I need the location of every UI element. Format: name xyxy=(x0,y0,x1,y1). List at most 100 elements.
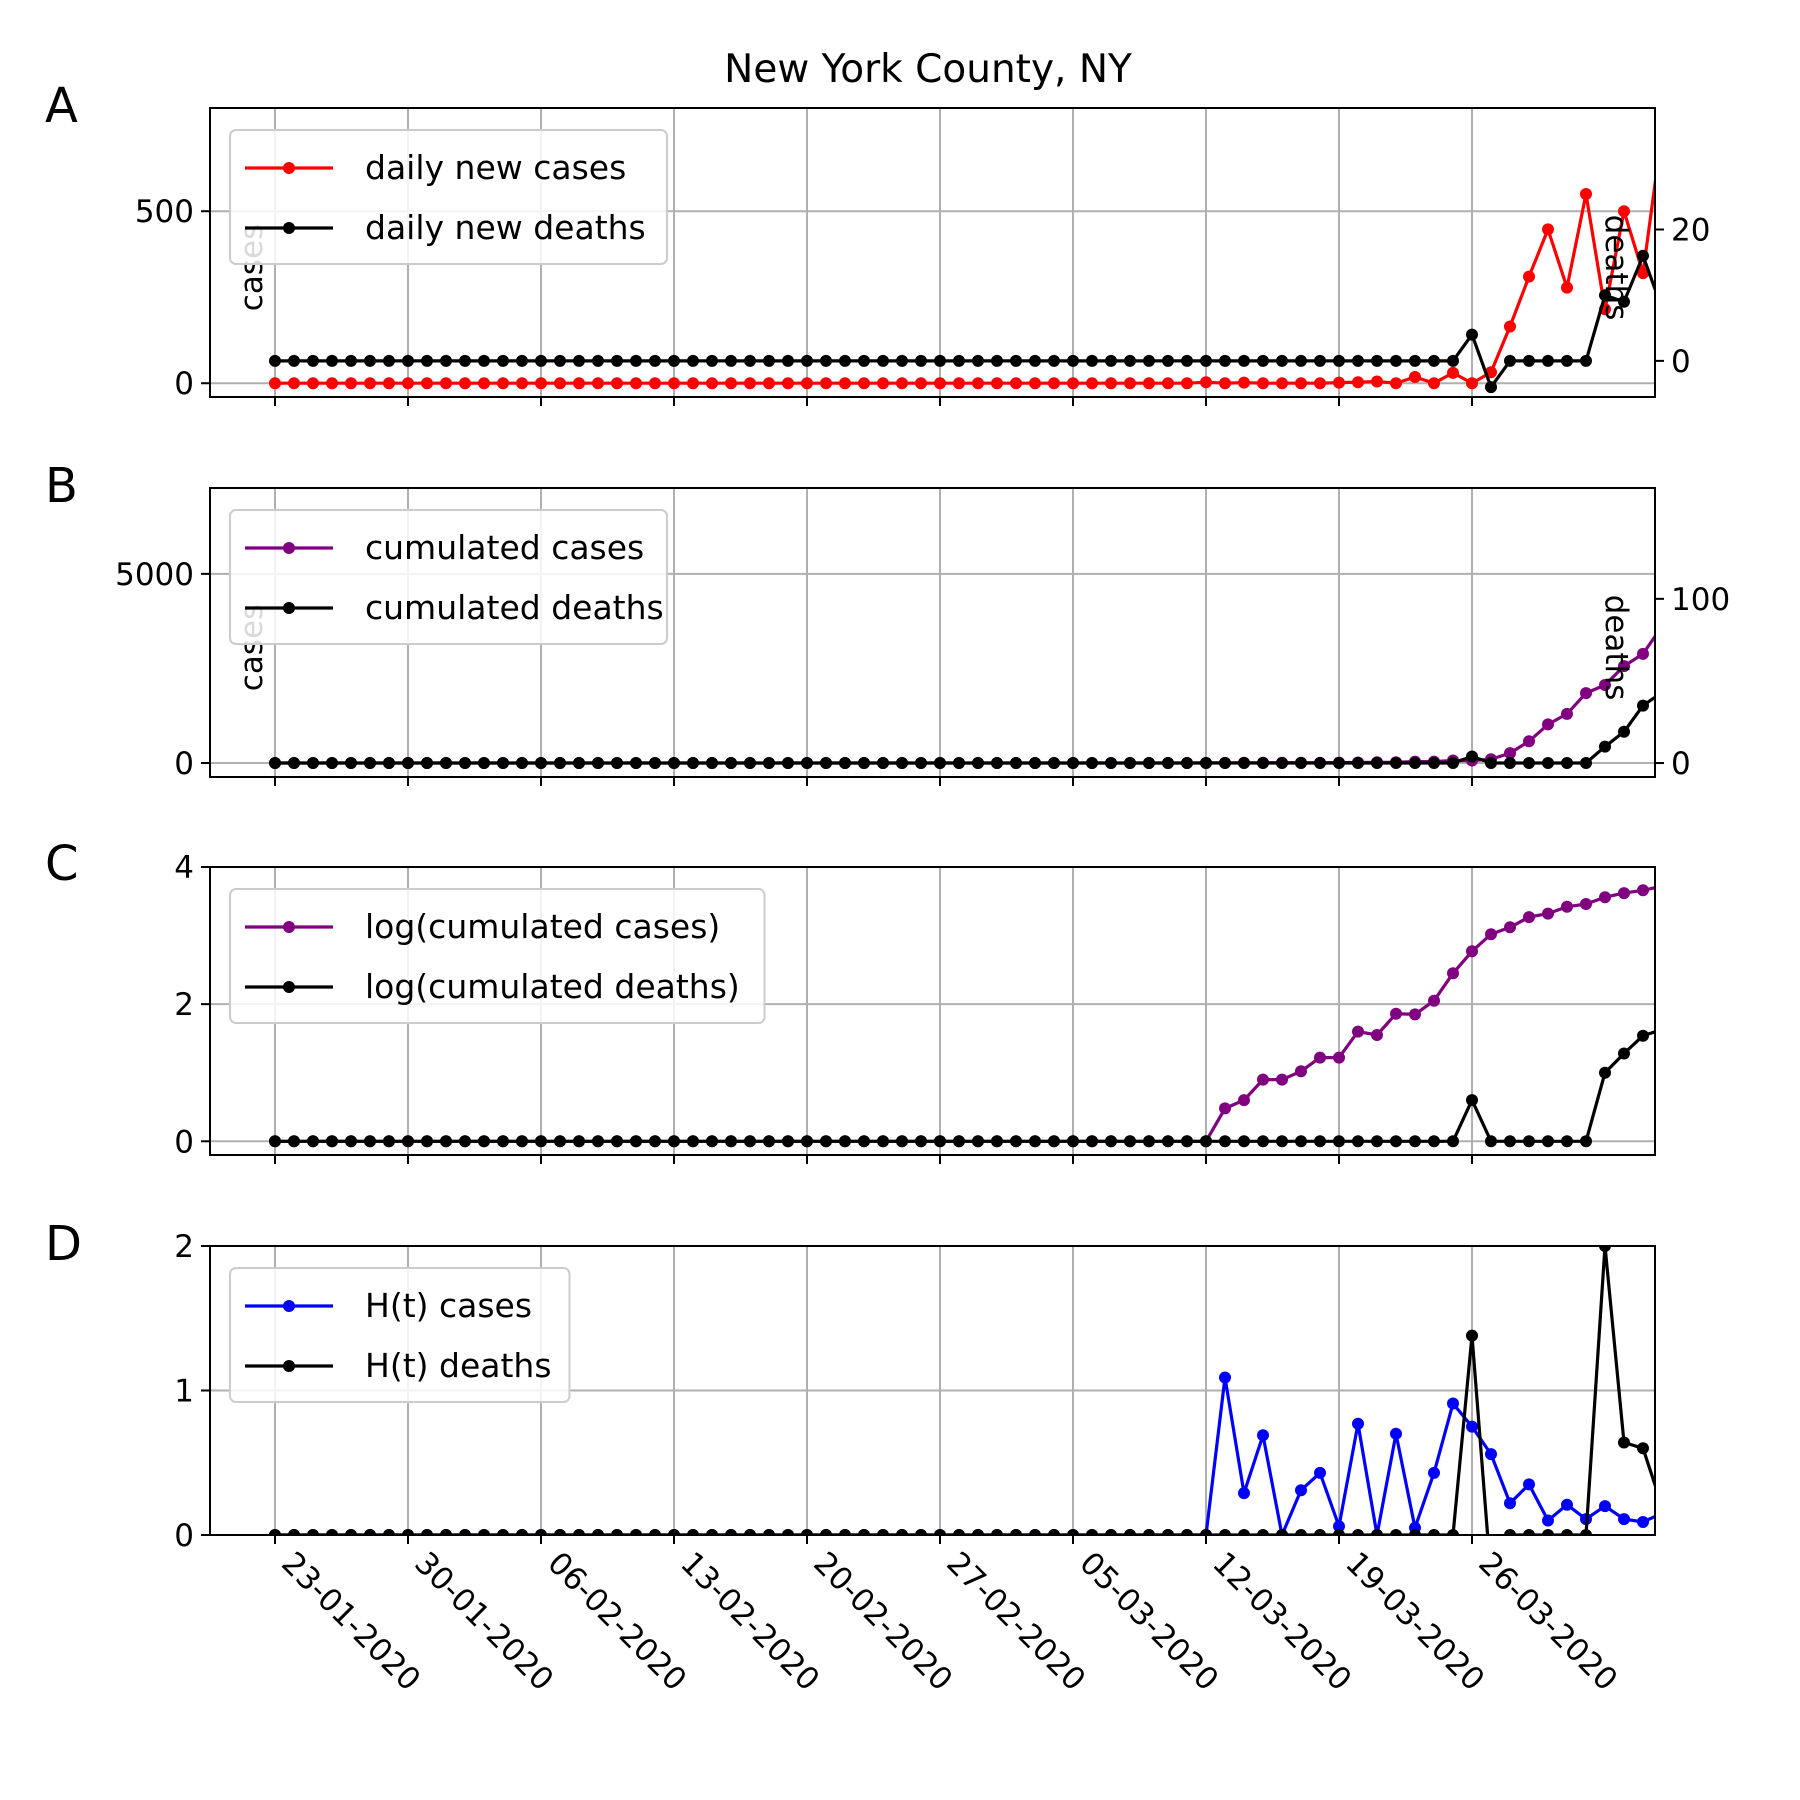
data-point xyxy=(1542,757,1554,769)
data-point xyxy=(383,757,395,769)
data-point xyxy=(1238,1135,1250,1148)
y-right-tick-label: 0 xyxy=(1671,344,1691,380)
data-point xyxy=(1162,1529,1174,1535)
data-point xyxy=(1466,377,1478,390)
data-point xyxy=(364,1529,376,1535)
y-tick-label: 4 xyxy=(174,850,194,886)
data-point xyxy=(782,377,794,390)
data-point xyxy=(782,1135,794,1148)
data-point xyxy=(1314,1135,1326,1148)
data-point xyxy=(1580,1135,1592,1148)
data-point xyxy=(269,377,281,390)
data-point xyxy=(706,377,718,390)
data-point xyxy=(1789,486,1800,498)
data-point xyxy=(991,1135,1003,1148)
data-point xyxy=(345,757,357,769)
data-point xyxy=(535,377,547,390)
data-point xyxy=(1314,377,1326,390)
legend-marker xyxy=(283,981,295,993)
data-point xyxy=(1219,1371,1231,1384)
data-point xyxy=(1390,1427,1402,1440)
data-point xyxy=(1162,757,1174,769)
data-point xyxy=(1618,205,1630,218)
data-point xyxy=(1732,998,1744,1010)
data-point xyxy=(1143,757,1155,769)
data-point xyxy=(1523,757,1535,769)
data-point xyxy=(1732,1515,1744,1527)
data-point xyxy=(1314,757,1326,769)
legend-box xyxy=(229,888,766,1024)
data-point xyxy=(1599,740,1611,753)
data-point xyxy=(1580,1529,1592,1535)
data-point xyxy=(1713,171,1725,183)
data-point xyxy=(668,757,680,769)
data-point xyxy=(516,377,528,390)
data-point xyxy=(364,377,376,390)
data-point xyxy=(554,757,566,769)
data-point xyxy=(858,377,870,390)
data-point xyxy=(478,1529,490,1535)
data-point xyxy=(1599,289,1611,302)
data-point xyxy=(1067,1135,1079,1148)
data-point xyxy=(1751,527,1763,539)
legend: cumulated cases cumulated deaths xyxy=(229,509,668,645)
y-tick-label: 0 xyxy=(174,1518,194,1554)
data-point xyxy=(972,1135,984,1148)
data-point xyxy=(1599,1246,1611,1252)
data-point xyxy=(1447,757,1459,769)
x-tick-label: 06-02-2020 xyxy=(540,1545,693,1698)
data-point xyxy=(1618,1436,1630,1449)
figure-title: New York County, NY xyxy=(724,47,1132,92)
data-point xyxy=(896,1529,908,1535)
data-point xyxy=(630,354,642,367)
data-point xyxy=(1732,259,1744,271)
data-point xyxy=(478,377,490,390)
data-point xyxy=(1656,1500,1668,1512)
data-point xyxy=(1694,877,1706,889)
data-point xyxy=(307,1135,319,1148)
data-point xyxy=(1770,545,1782,557)
data-point xyxy=(592,1529,604,1535)
data-point xyxy=(1485,928,1497,941)
data-point xyxy=(1010,1529,1022,1535)
data-point xyxy=(877,757,889,769)
data-point xyxy=(1523,1478,1535,1491)
data-point xyxy=(972,1529,984,1535)
data-point xyxy=(1580,898,1592,910)
data-point xyxy=(1371,1029,1383,1041)
data-point xyxy=(782,354,794,367)
data-point xyxy=(858,354,870,367)
data-point xyxy=(1428,757,1440,769)
data-point xyxy=(611,1529,623,1535)
data-point xyxy=(1219,354,1231,367)
data-point xyxy=(1390,1529,1402,1535)
data-point xyxy=(1181,354,1193,367)
data-point xyxy=(440,1529,452,1535)
data-point xyxy=(649,757,661,769)
data-point xyxy=(1637,249,1649,262)
y-tick-label: 5000 xyxy=(115,557,194,593)
data-point xyxy=(440,354,452,367)
data-point xyxy=(820,1529,832,1535)
data-point xyxy=(402,377,414,390)
data-point xyxy=(1732,546,1744,558)
data-point xyxy=(1675,276,1687,288)
data-point xyxy=(763,354,775,367)
data-point xyxy=(1314,354,1326,367)
data-point xyxy=(611,757,623,769)
data-point xyxy=(1599,1066,1611,1079)
data-point xyxy=(345,377,357,390)
y-tick-label: 0 xyxy=(174,746,194,782)
legend-entry: cumulated cases xyxy=(245,528,644,567)
data-point xyxy=(1390,757,1402,769)
data-point xyxy=(1390,1007,1402,1020)
data-point xyxy=(820,377,832,390)
data-point xyxy=(1770,1519,1782,1531)
y-right-tick-label: 0 xyxy=(1671,746,1691,782)
data-point xyxy=(744,1135,756,1148)
y-tick-label: 0 xyxy=(174,366,194,402)
data-point xyxy=(820,1135,832,1148)
data-point xyxy=(1599,891,1611,904)
series-line xyxy=(275,1375,1655,1535)
data-point xyxy=(1029,377,1041,390)
